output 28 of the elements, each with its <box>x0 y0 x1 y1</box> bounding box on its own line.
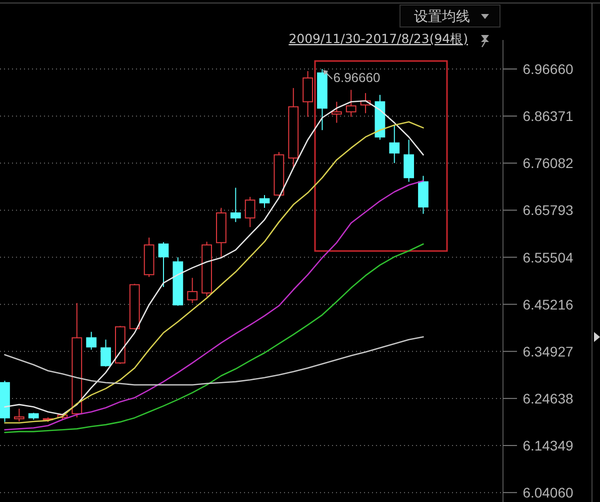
line-series <box>4 243 424 434</box>
candlestick <box>331 101 342 124</box>
y-tick-label: 6.86371 <box>522 108 574 124</box>
candlestick <box>158 242 169 288</box>
candlestick <box>14 408 24 422</box>
candlestick <box>302 70 313 118</box>
y-tick-label: 6.14349 <box>522 438 574 454</box>
y-tick-label: 6.76082 <box>522 155 574 172</box>
y-tick-label: 6.65793 <box>522 202 574 218</box>
y-tick-label: 6.04060 <box>522 484 574 501</box>
candlestick <box>100 339 111 368</box>
candlestick <box>230 187 241 223</box>
candlestick <box>389 124 400 164</box>
y-tick-label: 6.55504 <box>522 249 574 266</box>
candlestick <box>187 277 198 304</box>
annotation: 2009/11/30-2017/8/23(94根) <box>288 31 468 46</box>
line-series <box>4 336 424 386</box>
y-tick-label: 6.45216 <box>522 296 574 312</box>
candlestick <box>346 89 356 118</box>
candlestick <box>404 139 414 182</box>
text: 设置均线 <box>414 9 470 25</box>
candlestick <box>259 194 270 208</box>
y-tick-label: 6.96660 <box>522 61 574 77</box>
candlestick <box>86 331 97 350</box>
candlestick <box>244 196 256 228</box>
annotation: 6.96660 <box>333 70 380 85</box>
y-tick-label: 6.34927 <box>522 343 574 360</box>
y-tick-label: 6.24638 <box>522 390 574 406</box>
